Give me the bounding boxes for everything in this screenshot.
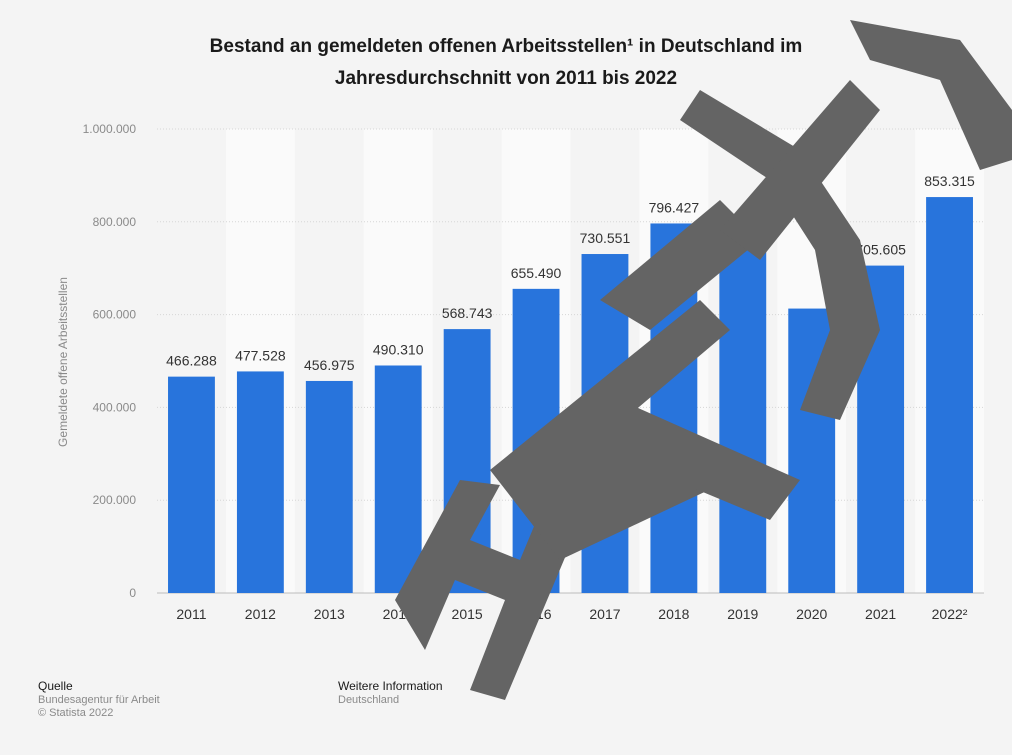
bar-value-label: 853.315 [924, 173, 975, 189]
source-line2: © Statista 2022 [38, 707, 114, 719]
source-block: Quelle Bundesagentur für Arbeit © Statis… [38, 680, 160, 720]
bar-value-label: 490.310 [373, 341, 424, 357]
bar [443, 329, 491, 593]
x-tick-label: 2018 [658, 606, 689, 622]
bar-value-label: 730.551 [580, 230, 631, 246]
bar [512, 288, 560, 593]
x-tick-label: 2019 [727, 606, 758, 622]
source-heading: Quelle [38, 679, 73, 693]
y-tick-label: 0 [129, 586, 136, 600]
info-block: Weitere Information Deutschland [338, 680, 443, 707]
x-tick-label: 2013 [314, 606, 345, 622]
info-line1: Deutschland [338, 694, 400, 706]
bar-value-label: 655.490 [511, 265, 562, 281]
bar-value-label: 466.288 [166, 353, 217, 369]
bar-value-label: 705.605 [855, 242, 906, 258]
chart-title-line2: Jahresdurchschnitt von 2011 bis 2022 [335, 68, 677, 89]
source-line1: Bundesagentur für Arbeit [38, 694, 160, 706]
bar-value-label: 568.743 [442, 305, 493, 321]
bar [857, 265, 905, 593]
bar [374, 365, 422, 593]
x-axis-ticks: 2011 2012 2013 2014 2015 2016 2017 2018 2019 2020… [176, 606, 967, 622]
bar [788, 308, 836, 593]
x-tick-label: 2022² [932, 606, 968, 622]
x-tick-label: 2017 [589, 606, 620, 622]
x-tick-label: 2014 [383, 606, 414, 622]
bar [926, 197, 973, 594]
bar [650, 223, 698, 593]
bar [719, 233, 767, 593]
y-axis-title: Gemeldete offene Arbeitsstellen [56, 277, 70, 447]
x-tick-label: 2016 [520, 606, 551, 622]
y-tick-label: 800.000 [93, 215, 137, 229]
y-tick-label: 400.000 [93, 400, 137, 414]
bar [305, 380, 353, 593]
y-tick-label: 200.000 [93, 493, 137, 507]
bar-value-label: 456.975 [304, 357, 355, 373]
x-tick-label: 2020 [796, 606, 827, 622]
x-tick-label: 2012 [245, 606, 276, 622]
y-axis-ticks: 0 200.000 400.000 600.000 800.000 1.000.000 [83, 122, 137, 600]
x-tick-label: 2021 [865, 606, 896, 622]
bar [236, 371, 284, 593]
x-tick-label: 2015 [452, 606, 483, 622]
bar [581, 254, 629, 593]
bar [168, 376, 215, 593]
chart-title-line1: Bestand an gemeldeten offenen Arbeitsste… [210, 36, 803, 57]
x-tick-label: 2011 [176, 606, 206, 622]
bar-value-label: 796.427 [649, 199, 700, 215]
bar-value-label: 477.528 [235, 347, 286, 363]
info-heading: Weitere Information [338, 679, 443, 693]
bar-value-label: 774.345 [717, 210, 768, 226]
y-tick-label: 1.000.000 [83, 122, 137, 136]
y-tick-label: 600.000 [93, 308, 137, 322]
